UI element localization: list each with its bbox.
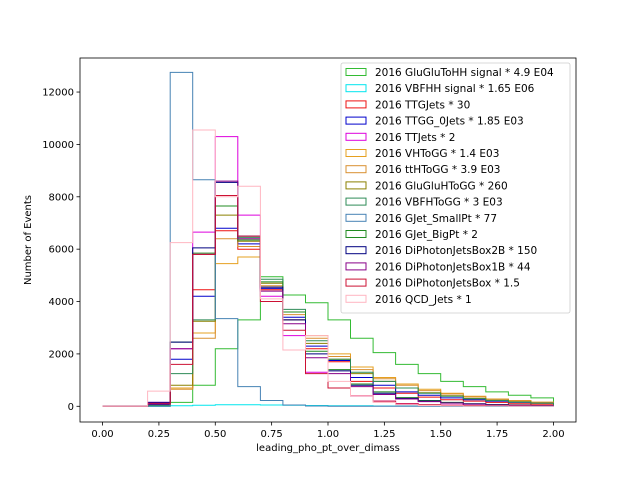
legend-swatch [345, 262, 367, 271]
y-tick-label: 2000 [49, 349, 74, 360]
legend-swatch [345, 213, 367, 222]
legend-swatch [345, 197, 367, 206]
legend-entry: 2016 TTGG_0Jets * 1.85 E03 [375, 116, 524, 128]
x-tick-label: 1.75 [486, 429, 508, 440]
legend-swatch [345, 84, 367, 93]
x-tick-label: 0.75 [261, 429, 283, 440]
y-axis-label: Number of Events [23, 195, 34, 285]
legend-entry: 2016 VBFHH signal * 1.65 E06 [375, 83, 535, 95]
y-axis-ticks: 0 2000 4000 6000 8000 10000 12000 [42, 88, 80, 413]
legend-swatch [345, 100, 367, 109]
legend-entry: 2016 TTGJets * 30 [375, 99, 470, 111]
legend-swatch [345, 116, 367, 125]
y-tick-label: 6000 [49, 245, 74, 256]
legend-box [340, 62, 571, 314]
y-tick-label: 10000 [42, 140, 74, 151]
legend-entry: 2016 VHToGG * 1.4 E03 [375, 148, 499, 160]
legend-entry: 2016 VBFHToGG * 3 E03 [375, 197, 503, 209]
legend-entry: 2016 DiPhotonJetsBox * 1.5 [375, 278, 520, 290]
legend-swatch [345, 246, 367, 255]
legend-swatch [345, 230, 367, 238]
legend-swatch [345, 132, 367, 141]
legend-entry: 2016 TTJets * 2 [375, 132, 455, 144]
y-tick-label: 0 [68, 402, 74, 413]
x-tick-label: 2.00 [542, 429, 564, 440]
legend-entry: 2016 DiPhotonJetsBox2B * 150 [375, 245, 537, 257]
legend-swatch [345, 68, 367, 76]
x-tick-label: 0.00 [91, 429, 113, 440]
y-tick-label: 4000 [49, 297, 74, 308]
y-tick-label: 8000 [49, 192, 74, 203]
legend-entry: 2016 GluGluToHH signal * 4.9 E04 [375, 67, 554, 79]
x-tick-label: 1.50 [430, 429, 452, 440]
x-axis-label: leading_pho_pt_over_dimass [256, 443, 400, 454]
y-tick-label: 12000 [42, 88, 74, 99]
legend-entry: 2016 GluGluHToGG * 260 [375, 180, 508, 192]
legend-swatch [345, 294, 367, 303]
series-line-1 [102, 276, 554, 407]
x-tick-label: 0.25 [148, 429, 170, 440]
legend-entry: 2016 DiPhotonJetsBox1B * 44 [375, 261, 531, 273]
x-axis-ticks: 0.00 0.25 0.50 0.75 1.00 1.25 1.50 1.75 2.00 [91, 422, 565, 440]
x-tick-label: 0.50 [204, 429, 226, 440]
series-lines [102, 71, 554, 407]
legend-swatch [345, 165, 367, 174]
legend-entry: 2016 QCD_Jets * 1 [375, 294, 472, 306]
legend-entry: 2016 GJet_BigPt * 2 [375, 229, 478, 241]
legend: 2016 GluGluToHH signal * 4.9 E04 2016 VBF… [340, 62, 571, 314]
legend-entry: 2016 GJet_SmallPt * 77 [375, 213, 497, 225]
legend-swatch [345, 278, 367, 287]
series-line-15 [102, 129, 554, 407]
legend-swatch [345, 149, 367, 157]
legend-swatch [345, 181, 367, 190]
legend-entry: 2016 ttHToGG * 3.9 E03 [375, 164, 500, 176]
x-tick-label: 1.25 [373, 429, 395, 440]
x-tick-label: 1.00 [317, 429, 339, 440]
